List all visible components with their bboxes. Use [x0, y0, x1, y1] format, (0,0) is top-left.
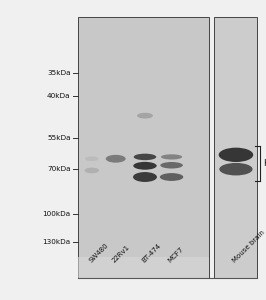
- Ellipse shape: [161, 154, 182, 160]
- Bar: [78, 256, 209, 278]
- Ellipse shape: [160, 173, 183, 181]
- Ellipse shape: [137, 113, 153, 118]
- Ellipse shape: [84, 168, 99, 173]
- Ellipse shape: [219, 148, 253, 162]
- Text: 35kDa: 35kDa: [47, 70, 70, 76]
- Text: KLC1: KLC1: [263, 159, 266, 168]
- Text: Mouse brain: Mouse brain: [232, 229, 266, 263]
- Text: 40kDa: 40kDa: [47, 93, 70, 99]
- Ellipse shape: [134, 154, 156, 160]
- Text: BT-474: BT-474: [141, 242, 162, 263]
- Text: 130kDa: 130kDa: [42, 239, 70, 245]
- Text: 70kDa: 70kDa: [47, 166, 70, 172]
- Text: 100kDa: 100kDa: [42, 211, 70, 217]
- Bar: [214, 16, 257, 278]
- Text: MCF7: MCF7: [167, 245, 185, 263]
- Text: SW480: SW480: [88, 242, 109, 263]
- Ellipse shape: [106, 155, 126, 163]
- Bar: [78, 16, 209, 278]
- Ellipse shape: [133, 172, 157, 182]
- Ellipse shape: [160, 162, 183, 169]
- Text: 55kDa: 55kDa: [47, 135, 70, 141]
- Ellipse shape: [219, 163, 253, 175]
- Text: 22Rv1: 22Rv1: [111, 244, 131, 263]
- Ellipse shape: [133, 162, 157, 170]
- Ellipse shape: [85, 156, 98, 161]
